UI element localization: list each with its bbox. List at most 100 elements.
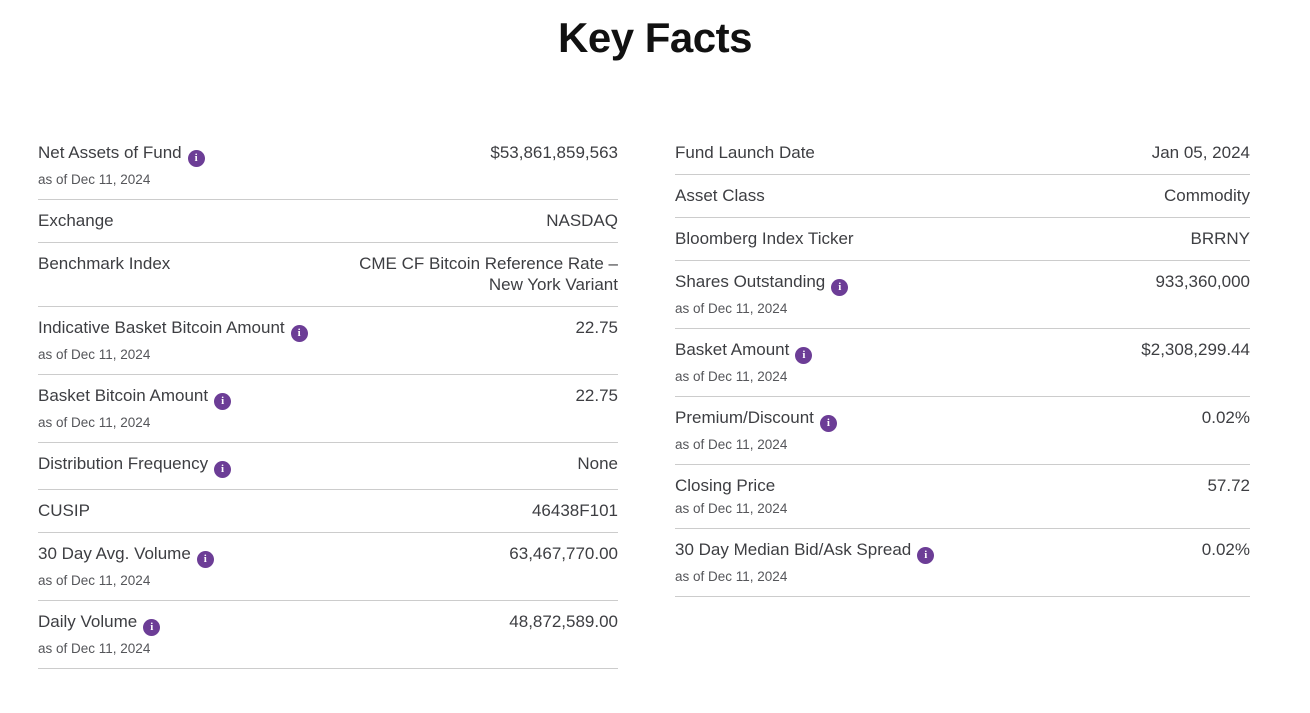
fact-label: Indicative Basket Bitcoin Amount	[38, 318, 285, 338]
fact-row: 30 Day Median Bid/Ask Spread i as of Dec …	[675, 529, 1250, 598]
fact-as-of-date: as of Dec 11, 2024	[38, 641, 151, 657]
key-facts-columns: Net Assets of Fund i as of Dec 11, 2024 $…	[0, 132, 1310, 670]
fact-as-of-date: as of Dec 11, 2024	[38, 573, 151, 589]
fact-label: Benchmark Index	[38, 254, 171, 274]
fact-label: Bloomberg Index Ticker	[675, 229, 854, 249]
fact-label-line: Daily Volume i	[38, 611, 310, 637]
fact-label: CUSIP	[38, 501, 90, 521]
fact-label-cell: Basket Amount i as of Dec 11, 2024	[675, 339, 995, 385]
fact-label: Asset Class	[675, 186, 765, 206]
fact-row: Basket Bitcoin Amount i as of Dec 11, 202…	[38, 375, 618, 444]
fact-value: 933,360,000	[1155, 272, 1250, 292]
fact-row: Distribution Frequency i None	[38, 443, 618, 491]
fact-label: 30 Day Avg. Volume	[38, 544, 191, 564]
info-icon[interactable]: i	[917, 547, 935, 565]
fact-label: Basket Bitcoin Amount	[38, 386, 209, 406]
fact-label-cell: CUSIP	[38, 500, 310, 521]
fact-as-of-date: as of Dec 11, 2024	[675, 437, 788, 453]
fact-row: Benchmark Index CME CF Bitcoin Reference…	[38, 243, 618, 308]
fact-label-line: Shares Outstanding i	[675, 271, 995, 297]
fact-as-of-date: as of Dec 11, 2024	[675, 569, 788, 585]
fact-as-of-date: as of Dec 11, 2024	[675, 501, 788, 517]
fact-row: Fund Launch Date Jan 05, 2024	[675, 132, 1250, 176]
fact-label-line: Net Assets of Fund i	[38, 142, 310, 168]
fact-value: 0.02%	[1201, 540, 1250, 560]
fact-label-line: Bloomberg Index Ticker	[675, 228, 995, 249]
fact-label-cell: 30 Day Median Bid/Ask Spread i as of Dec …	[675, 539, 995, 585]
fact-as-of-date: as of Dec 11, 2024	[675, 369, 788, 385]
fact-as-of-date: as of Dec 11, 2024	[38, 172, 151, 188]
fact-value: Commodity	[1164, 186, 1250, 206]
fact-row: Indicative Basket Bitcoin Amount i as of …	[38, 307, 618, 376]
fact-label-cell: Daily Volume i as of Dec 11, 2024	[38, 611, 310, 657]
fact-label-line: Indicative Basket Bitcoin Amount i	[38, 317, 310, 343]
key-facts-section: Key Facts Net Assets of Fund i as of Dec …	[0, 14, 1310, 670]
fact-label-line: Asset Class	[675, 185, 995, 206]
fact-label-cell: 30 Day Avg. Volume i as of Dec 11, 2024	[38, 543, 310, 589]
fact-label-line: Premium/Discount i	[675, 407, 995, 433]
fact-label-line: 30 Day Avg. Volume i	[38, 543, 310, 569]
fact-as-of-date: as of Dec 11, 2024	[38, 347, 151, 363]
info-icon[interactable]: i	[819, 415, 837, 433]
fact-row: Bloomberg Index Ticker BRRNY	[675, 218, 1250, 262]
fact-value: $2,308,299.44	[1141, 340, 1250, 360]
fact-label-cell: Benchmark Index	[38, 253, 310, 274]
fact-value: 0.02%	[1201, 408, 1250, 428]
fact-value: 46438F101	[531, 501, 618, 521]
fact-value: NASDAQ	[546, 211, 618, 231]
info-icon[interactable]: i	[214, 461, 232, 479]
fact-value: 57.72	[1207, 476, 1250, 496]
info-icon[interactable]: i	[143, 619, 161, 637]
fact-label-line: Fund Launch Date	[675, 142, 995, 163]
fact-label-cell: Bloomberg Index Ticker	[675, 228, 995, 249]
fact-label-cell: Basket Bitcoin Amount i as of Dec 11, 202…	[38, 385, 310, 431]
info-icon[interactable]: i	[187, 150, 205, 168]
fact-value: None	[577, 454, 618, 474]
fact-value: 22.75	[575, 318, 618, 338]
info-icon[interactable]: i	[290, 325, 308, 343]
fact-label: Closing Price	[675, 476, 776, 496]
info-icon[interactable]: i	[831, 279, 849, 297]
fact-label-cell: Shares Outstanding i as of Dec 11, 2024	[675, 271, 995, 317]
fact-label: Net Assets of Fund	[38, 143, 182, 163]
fact-as-of-date: as of Dec 11, 2024	[38, 415, 151, 431]
info-icon[interactable]: i	[196, 551, 214, 569]
fact-row: Premium/Discount i as of Dec 11, 2024 0.0…	[675, 397, 1250, 466]
fact-label: Daily Volume	[38, 612, 138, 632]
fact-label-cell: Net Assets of Fund i as of Dec 11, 2024	[38, 142, 310, 188]
fact-row: Net Assets of Fund i as of Dec 11, 2024 $…	[38, 132, 618, 201]
fact-label-cell: Asset Class	[675, 185, 995, 206]
fact-label: Premium/Discount	[675, 408, 814, 428]
fact-row: Asset Class Commodity	[675, 175, 1250, 219]
fact-row: Shares Outstanding i as of Dec 11, 2024 9…	[675, 261, 1250, 330]
fact-value: CME CF Bitcoin Reference Rate – New York…	[359, 254, 618, 295]
fact-row: Daily Volume i as of Dec 11, 2024 48,872,…	[38, 601, 618, 670]
fact-label-cell: Fund Launch Date	[675, 142, 995, 163]
fact-label-line: Basket Amount i	[675, 339, 995, 365]
fact-row: Basket Amount i as of Dec 11, 2024 $2,308…	[675, 329, 1250, 398]
fact-label-cell: Indicative Basket Bitcoin Amount i as of …	[38, 317, 310, 363]
fact-label-cell: Exchange	[38, 210, 310, 231]
fact-value: $53,861,859,563	[490, 143, 618, 163]
facts-column-left: Net Assets of Fund i as of Dec 11, 2024 $…	[38, 132, 618, 670]
fact-as-of-date: as of Dec 11, 2024	[675, 301, 788, 317]
fact-label-line: Basket Bitcoin Amount i	[38, 385, 310, 411]
fact-label-line: CUSIP	[38, 500, 310, 521]
fact-label-cell: Premium/Discount i as of Dec 11, 2024	[675, 407, 995, 453]
facts-column-right: Fund Launch Date Jan 05, 2024 Asset Clas…	[675, 132, 1250, 669]
fact-value: 48,872,589.00	[509, 612, 618, 632]
info-icon[interactable]: i	[795, 347, 813, 365]
fact-label: Fund Launch Date	[675, 143, 815, 163]
fact-value: BRRNY	[1190, 229, 1250, 249]
fact-label: Exchange	[38, 211, 114, 231]
fact-label-cell: Distribution Frequency i	[38, 453, 310, 479]
fact-label-line: Closing Price	[675, 475, 995, 496]
fact-value: 63,467,770.00	[509, 544, 618, 564]
fact-label-line: Benchmark Index	[38, 253, 310, 274]
page-title: Key Facts	[558, 14, 752, 61]
fact-value: Jan 05, 2024	[1151, 143, 1250, 163]
fact-row: Closing Price as of Dec 11, 2024 57.72	[675, 465, 1250, 530]
fact-label-line: Distribution Frequency i	[38, 453, 310, 479]
fact-label-cell: Closing Price as of Dec 11, 2024	[675, 475, 995, 517]
info-icon[interactable]: i	[214, 393, 232, 411]
